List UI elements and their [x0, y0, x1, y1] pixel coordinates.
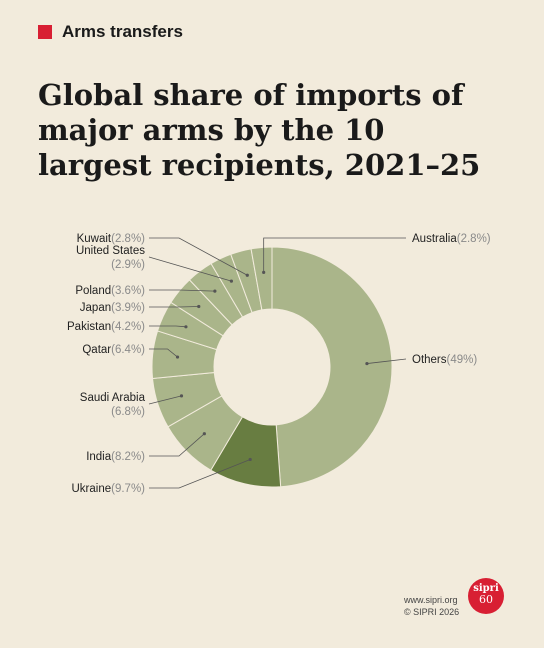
section-tag: Arms transfers: [38, 22, 183, 42]
leader-line-australia: [263, 237, 406, 273]
label-poland: Poland(3.6%): [75, 285, 145, 297]
label-ukraine: Ukraine(9.7%): [71, 483, 145, 495]
donut-slices: [151, 246, 393, 488]
logo-number: 60: [479, 593, 493, 606]
leader-line-saudi-arabia: [148, 395, 182, 405]
leader-dot-kuwait: [245, 273, 249, 277]
label-qatar: Qatar(6.4%): [82, 344, 145, 356]
leader-line-ukraine: [149, 459, 251, 489]
footer-copyright: © SIPRI 2026: [404, 607, 460, 617]
tag-square-icon: [38, 25, 52, 39]
slice-labels: Others(49%) Ukraine(9.7%) India(8.2%) Saudi…: [67, 233, 491, 495]
label-others: Others(49%): [412, 354, 477, 366]
label-pakistan: Pakistan(4.2%): [67, 321, 145, 333]
label-united-states: United States (2.9%): [76, 245, 145, 271]
leader-line-others: [366, 358, 407, 364]
leader-line-kuwait: [149, 237, 248, 276]
label-australia: Australia(2.8%): [412, 233, 491, 245]
sipri-logo: sipri 60: [468, 578, 504, 614]
slice-others: [271, 246, 393, 488]
leader-lines: [148, 237, 407, 489]
label-saudi-arabia: Saudi Arabia (6.8%): [80, 392, 146, 418]
label-india: India(8.2%): [86, 451, 145, 463]
logo-text: sipri: [473, 583, 499, 594]
section-tag-label: Arms transfers: [62, 22, 183, 41]
leader-dot-pakistan: [184, 325, 188, 329]
label-kuwait: Kuwait(2.8%): [77, 233, 146, 245]
chart-title: Global share of imports of major arms by…: [38, 78, 481, 182]
label-japan: Japan(3.9%): [80, 302, 145, 314]
leader-line-india: [149, 433, 205, 457]
leader-line-united-states: [148, 256, 232, 282]
slice-australia: [250, 246, 273, 311]
leader-line-poland: [149, 289, 215, 292]
leader-line-japan: [149, 306, 199, 308]
footer: www.sipri.org © SIPRI 2026: [404, 594, 459, 618]
donut-chart: Others(49%) Ukraine(9.7%) India(8.2%) Saudi…: [67, 233, 491, 495]
leader-line-qatar: [149, 348, 178, 358]
leader-line-pakistan: [149, 325, 186, 328]
footer-url: www.sipri.org: [404, 595, 458, 605]
